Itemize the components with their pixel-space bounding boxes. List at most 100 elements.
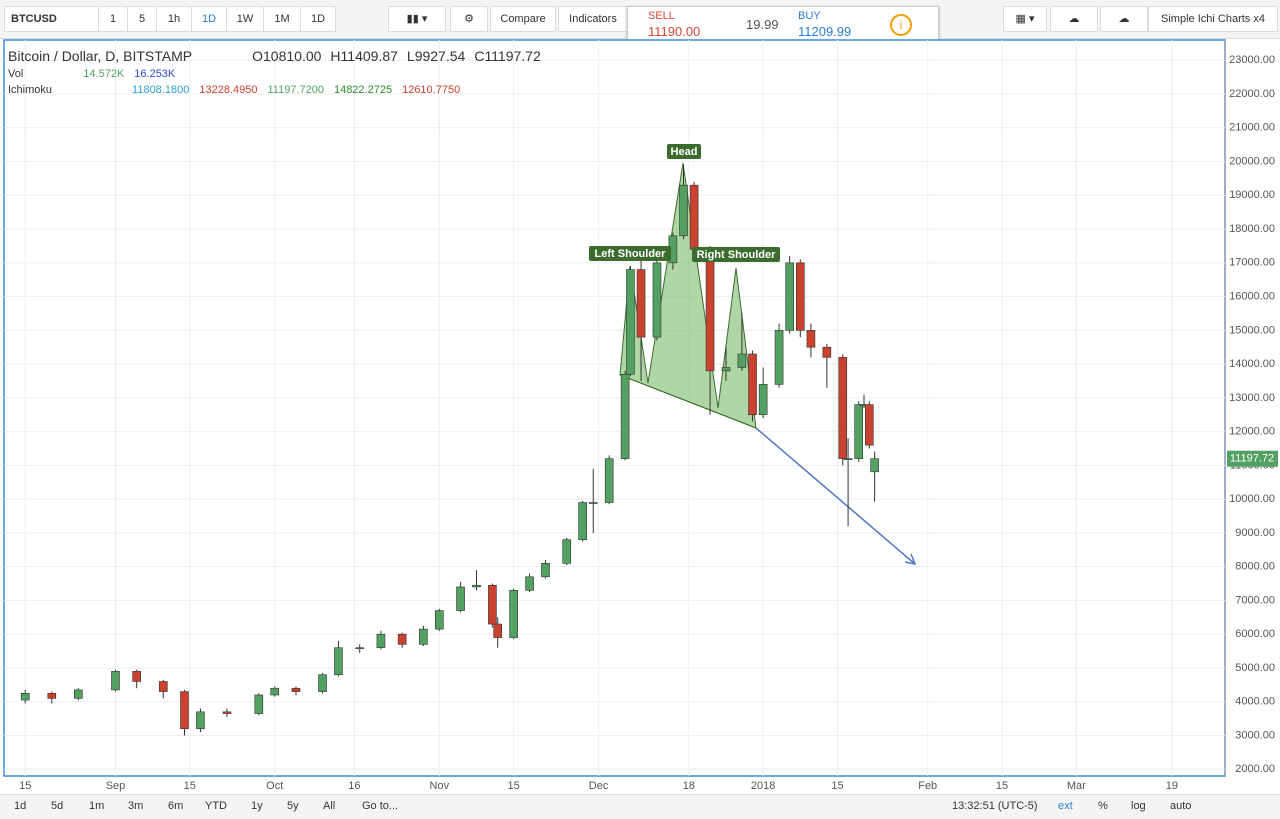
interval-button[interactable]: 1D bbox=[300, 6, 336, 32]
interval-button[interactable]: 1M bbox=[263, 6, 301, 32]
candle-body bbox=[774, 330, 784, 385]
y-tick-label: 10000.00 bbox=[1229, 493, 1275, 505]
x-tick-label: 15 bbox=[19, 780, 31, 792]
candle-body bbox=[785, 262, 794, 331]
annotation-box bbox=[589, 246, 671, 261]
x-tick-label: Oct bbox=[266, 780, 283, 792]
candle-body bbox=[493, 623, 503, 638]
candle-body bbox=[132, 671, 142, 682]
scale-option[interactable]: ext bbox=[1058, 800, 1073, 812]
x-tick-label: Sep bbox=[106, 780, 126, 792]
y-tick-label: 9000.00 bbox=[1235, 527, 1275, 539]
ichimoku-value: 11197.7200 bbox=[267, 84, 324, 96]
range-button[interactable]: YTD bbox=[205, 800, 227, 812]
sell-price[interactable]: 11190.00 bbox=[648, 24, 701, 39]
ichimoku-name: Ichimoku bbox=[8, 84, 53, 96]
ohlc-value: 9927.54 bbox=[414, 48, 466, 64]
candle-body bbox=[636, 269, 646, 338]
interval-button[interactable]: 5 bbox=[127, 6, 157, 32]
compare-button[interactable]: Compare bbox=[490, 6, 556, 32]
clock: 13:32:51 (UTC-5) bbox=[952, 800, 1038, 812]
sell-label[interactable]: SELL bbox=[648, 10, 675, 22]
buy-label[interactable]: BUY bbox=[798, 10, 821, 22]
range-button[interactable]: 5y bbox=[287, 800, 299, 812]
ichimoku-value: 14822.2725 bbox=[333, 84, 393, 96]
cloud-save[interactable]: ☁ bbox=[1100, 6, 1148, 32]
candle-body bbox=[652, 262, 662, 338]
chart-frame bbox=[3, 39, 1226, 777]
info-icon[interactable]: i bbox=[890, 14, 912, 36]
y-tick-label: 14000.00 bbox=[1229, 358, 1275, 370]
candle-body bbox=[456, 586, 465, 611]
symbol-input[interactable]: BTCUSD bbox=[4, 6, 102, 32]
ohlc-label: L bbox=[406, 48, 415, 64]
candle-body bbox=[679, 184, 688, 237]
candle-body bbox=[758, 384, 768, 416]
legend-row: Bitcoin / Dollar, D, BITSTAMP O10810.00 H1… bbox=[8, 48, 541, 64]
chart: Head Left Shoulder Right Shoulder 2000.0… bbox=[3, 39, 1278, 792]
ohlc-value: 10810.00 bbox=[263, 48, 322, 64]
scale-option[interactable]: auto bbox=[1170, 800, 1192, 812]
candle-body bbox=[222, 711, 232, 714]
y-tick-label: 17000.00 bbox=[1229, 257, 1275, 269]
range-button[interactable]: 3m bbox=[128, 800, 144, 812]
candle-body bbox=[20, 692, 30, 701]
x-tick-label: 15 bbox=[996, 780, 1008, 792]
range-button[interactable]: 1d bbox=[14, 800, 27, 812]
layout-button[interactable]: ▦ ▾ bbox=[1003, 6, 1047, 32]
ohlc-value: 11197.72 bbox=[484, 48, 541, 64]
range-button[interactable]: 6m bbox=[168, 800, 184, 812]
x-tick-label: 2018 bbox=[751, 780, 775, 792]
x-tick-label: Dec bbox=[589, 780, 609, 792]
vol-value: 14.572K bbox=[83, 68, 125, 80]
buy-price[interactable]: 11209.99 bbox=[798, 24, 852, 39]
trade-panel: SELL 11190.00 19.99 BUY 11209.99 i bbox=[627, 6, 939, 44]
candle-body bbox=[689, 184, 699, 250]
candle-body bbox=[822, 346, 832, 358]
candle-body bbox=[435, 610, 444, 630]
y-tick-label: 18000.00 bbox=[1229, 223, 1275, 235]
interval-button[interactable]: 1D bbox=[191, 6, 227, 32]
x-tick-label: 18 bbox=[683, 780, 695, 792]
legend-row: Ichimoku 11808.1800 13228.4950 11197.7200 14… bbox=[8, 84, 541, 96]
chart-style[interactable]: ▮▮ ▾ bbox=[388, 6, 446, 32]
vol-value: 16.253K bbox=[134, 68, 176, 80]
y-tick-label: 7000.00 bbox=[1235, 594, 1275, 606]
candle-body bbox=[562, 539, 572, 564]
interval-button[interactable]: 1h bbox=[156, 6, 192, 32]
y-tick-label: 5000.00 bbox=[1235, 662, 1275, 674]
interval-button[interactable]: 1 bbox=[98, 6, 128, 32]
settings[interactable]: ⚙ bbox=[450, 6, 488, 32]
candle-body bbox=[355, 647, 364, 650]
candle-body bbox=[748, 353, 757, 416]
candle-body bbox=[254, 694, 264, 714]
y-tick-label: 22000.00 bbox=[1229, 88, 1275, 100]
candle-body bbox=[525, 576, 534, 591]
interval-button[interactable]: 1W bbox=[226, 6, 264, 32]
goto-button[interactable]: Go to... bbox=[362, 800, 399, 812]
candle-body bbox=[620, 373, 630, 459]
candle-body bbox=[578, 502, 587, 540]
indicators-button[interactable]: Indicators bbox=[558, 6, 628, 32]
candle-body bbox=[626, 269, 635, 375]
layout-name[interactable]: Simple Ichi Charts x4 bbox=[1148, 6, 1278, 32]
cloud-load[interactable]: ☁ bbox=[1050, 6, 1098, 32]
arrow-head bbox=[904, 553, 917, 566]
ohlc-label: C bbox=[474, 48, 485, 64]
candle-body bbox=[854, 404, 864, 459]
candle-body bbox=[318, 674, 327, 692]
y-tick-label: 12000.00 bbox=[1229, 426, 1275, 438]
candle-body bbox=[705, 249, 715, 372]
range-button[interactable]: 1y bbox=[251, 800, 263, 812]
range-button[interactable]: 1m bbox=[89, 800, 105, 812]
scale-option[interactable]: log bbox=[1131, 800, 1146, 812]
spread: 19.99 bbox=[746, 17, 779, 32]
candle-body bbox=[74, 689, 83, 699]
range-button[interactable]: All bbox=[323, 800, 336, 812]
range-button[interactable]: 5d bbox=[51, 800, 64, 812]
candle-body bbox=[291, 687, 301, 692]
legend-row: Vol 14.572K 16.253K bbox=[8, 68, 541, 80]
x-tick-label: Mar bbox=[1067, 780, 1086, 792]
scale-option[interactable]: % bbox=[1098, 800, 1108, 812]
